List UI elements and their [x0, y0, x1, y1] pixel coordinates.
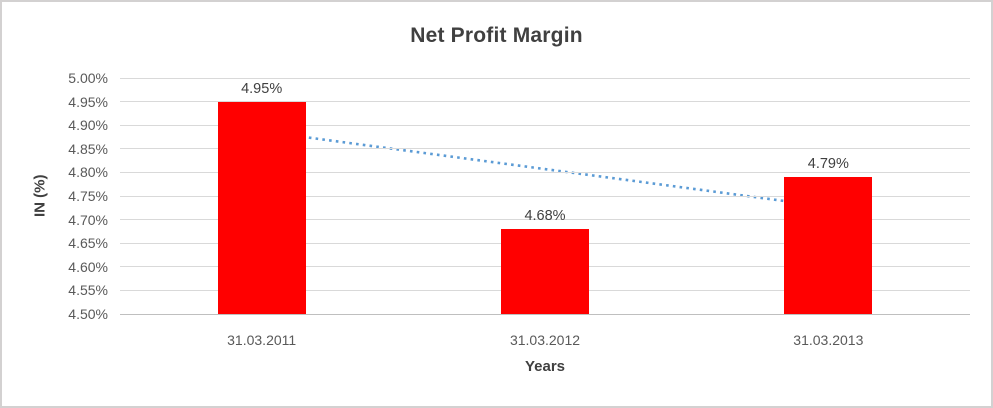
x-tick-label: 31.03.2012: [509, 332, 581, 348]
x-axis-tick-labels: 31.03.2011 31.03.2012 31.03.2013: [120, 332, 970, 352]
gridline: [120, 101, 970, 103]
y-tick-label: 4.95%: [68, 93, 108, 110]
gridline: [120, 124, 970, 126]
y-tick-label: 4.65%: [68, 235, 108, 252]
y-tick-label: 4.80%: [68, 164, 108, 181]
gridline: [120, 171, 970, 173]
bar-data-label: 4.68%: [524, 208, 566, 225]
y-tick-label: 4.55%: [68, 282, 108, 299]
y-tick-label: 4.70%: [68, 211, 108, 228]
plot-area: 4.95% 4.68% 4.79%: [120, 77, 970, 315]
gridline: [120, 148, 970, 150]
x-axis-title: Years: [524, 358, 566, 375]
x-axis-line: [120, 313, 970, 315]
chart-title: Net Profit Margin: [410, 24, 583, 47]
bar-series-31.03.2011: [217, 101, 306, 314]
y-tick-label: 4.50%: [68, 306, 108, 322]
y-tick-label: 4.90%: [68, 117, 108, 134]
x-tick-label: 31.03.2013: [793, 332, 864, 348]
bar-series-31.03.2012: [501, 229, 589, 314]
y-axis-tick-labels: 5.00% 4.95% 4.90% 4.85% 4.80% 4.75% 4.70% 4.65%…: [2, 70, 108, 322]
gridline: [120, 219, 970, 221]
y-tick-label: 4.85%: [68, 140, 108, 157]
bar-data-label: 4.79%: [807, 156, 849, 173]
x-tick-label: 31.03.2011: [227, 332, 297, 348]
bar-series-31.03.2013: [784, 177, 873, 314]
gridline: [120, 77, 970, 79]
bar-data-label: 4.95%: [241, 80, 283, 97]
y-tick-label: 4.75%: [68, 188, 108, 204]
y-tick-label: 5.00%: [68, 70, 108, 86]
gridline: [120, 195, 970, 197]
y-tick-label: 4.60%: [68, 258, 108, 275]
